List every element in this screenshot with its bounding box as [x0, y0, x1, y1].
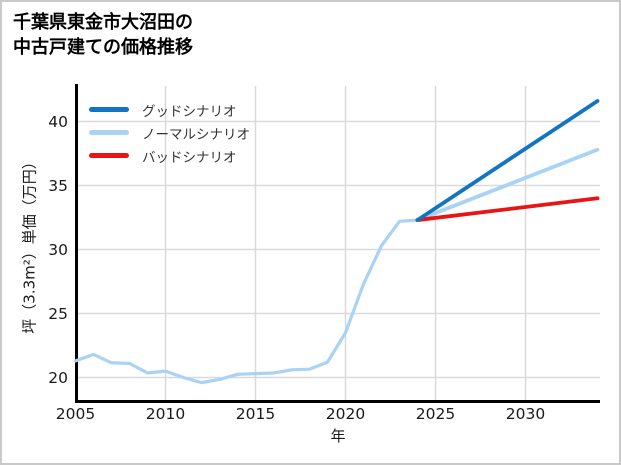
legend-swatch — [89, 107, 129, 112]
series-line-グッドシナリオ — [415, 99, 600, 222]
x-tick-label: 2020 — [325, 405, 366, 423]
x-tick-label: 2005 — [55, 405, 96, 423]
legend-label: ノーマルシナリオ — [142, 126, 250, 143]
page-title-line1: 千葉県東金市大沼田の — [13, 12, 193, 33]
series-line-historical — [73, 218, 420, 385]
legend-item: ノーマルシナリオ — [89, 121, 250, 144]
axes-spines — [75, 84, 600, 403]
y-tick-label: 25 — [48, 304, 68, 323]
legend: グッドシナリオ ノーマルシナリオ バッドシナリオ — [89, 98, 250, 167]
y-tick-label: 20 — [48, 368, 68, 387]
gridlines — [78, 86, 600, 401]
series-line-バッドシナリオ — [415, 196, 600, 222]
x-tick-label: 2015 — [235, 405, 276, 423]
series-lines — [73, 99, 600, 385]
y-tick-label: 30 — [48, 240, 68, 259]
legend-label: バッドシナリオ — [142, 149, 237, 166]
series-line-ノーマルシナリオ — [415, 147, 600, 222]
x-tick-label: 2030 — [505, 405, 546, 423]
y-tick-label: 40 — [48, 112, 68, 131]
x-tick-label: 2025 — [415, 405, 456, 423]
legend-item: グッドシナリオ — [89, 98, 250, 121]
y-axis-label: 坪（3.3m²）単価（万円） — [20, 154, 39, 334]
y-tick-label: 35 — [48, 176, 68, 195]
page-title: 千葉県東金市大沼田の 中古戸建ての価格推移 — [13, 10, 193, 60]
page-title-line2: 中古戸建ての価格推移 — [13, 37, 193, 58]
legend-item: バッドシナリオ — [89, 144, 250, 167]
legend-swatch — [89, 130, 129, 135]
legend-swatch — [89, 153, 129, 158]
x-tick-label: 2010 — [145, 405, 186, 423]
x-axis-label: 年 — [330, 427, 346, 445]
legend-label: グッドシナリオ — [142, 103, 237, 120]
